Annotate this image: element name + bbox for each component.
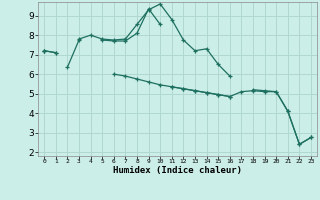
X-axis label: Humidex (Indice chaleur): Humidex (Indice chaleur) (113, 166, 242, 175)
